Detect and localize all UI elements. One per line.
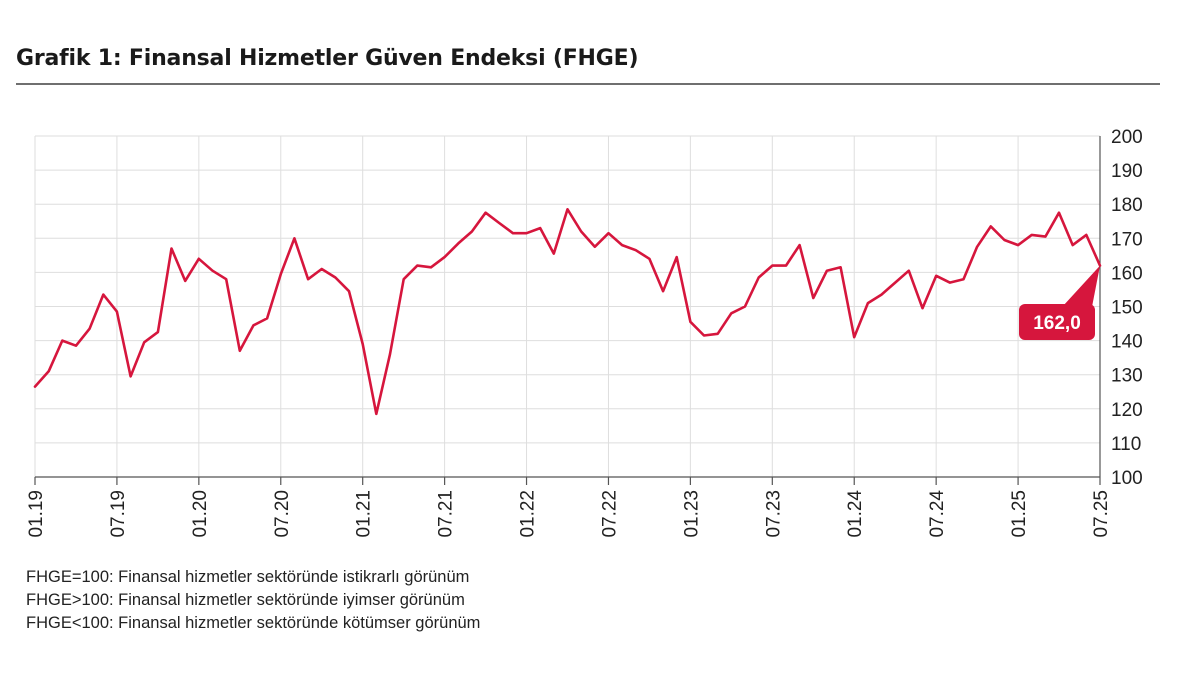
y-tick-label: 100 xyxy=(1111,468,1143,489)
callout-pointer xyxy=(1063,265,1100,312)
x-tick-label: 07.23 xyxy=(763,490,784,538)
chart-svg: 100 110 120 130 140 150 160 170 180 190 200 01.19 07… xyxy=(26,127,1143,538)
y-tick-label: 190 xyxy=(1111,161,1143,182)
x-tick-label: 01.25 xyxy=(1009,490,1030,538)
title-divider xyxy=(16,83,1160,85)
y-tick-label: 160 xyxy=(1111,263,1143,284)
x-tick-label: 01.21 xyxy=(354,490,375,538)
x-tick-label: 01.24 xyxy=(845,490,866,538)
y-tick-label: 120 xyxy=(1111,400,1143,421)
y-tick-label: 110 xyxy=(1111,434,1141,455)
x-tick-label: 01.19 xyxy=(26,490,47,538)
y-tick-label: 130 xyxy=(1111,366,1143,387)
footnotes: FHGE=100: Finansal hizmetler sektöründe … xyxy=(26,566,480,635)
x-tick-label: 07.24 xyxy=(927,490,948,538)
footnote-stable: FHGE=100: Finansal hizmetler sektöründe … xyxy=(26,568,470,586)
chart-title: Grafik 1: Finansal Hizmetler Güven Endek… xyxy=(16,46,639,71)
series-line xyxy=(33,208,1102,416)
x-tick-label: 01.23 xyxy=(681,490,702,538)
x-tick-label: 07.20 xyxy=(272,490,293,538)
x-tick-label: 07.21 xyxy=(436,490,457,538)
footnote-pessimistic: FHGE<100: Finansal hizmetler sektöründe … xyxy=(26,614,481,632)
callout-label: 162,0 xyxy=(1033,313,1081,334)
x-tick-label: 01.22 xyxy=(518,490,539,538)
y-tick-label: 170 xyxy=(1111,229,1143,250)
footnote-optimistic: FHGE>100: Finansal hizmetler sektöründe … xyxy=(26,591,465,609)
callout-box xyxy=(1019,304,1095,340)
y-tick-label: 150 xyxy=(1111,298,1143,319)
x-tick-label: 07.22 xyxy=(599,490,620,538)
x-tick-label: 07.25 xyxy=(1091,490,1112,538)
y-tick-label: 180 xyxy=(1111,195,1143,216)
y-tick-label: 200 xyxy=(1111,127,1143,148)
y-tick-label: 140 xyxy=(1111,332,1143,353)
x-tick-label: 07.19 xyxy=(108,490,129,538)
x-tick-label: 01.20 xyxy=(190,490,211,538)
